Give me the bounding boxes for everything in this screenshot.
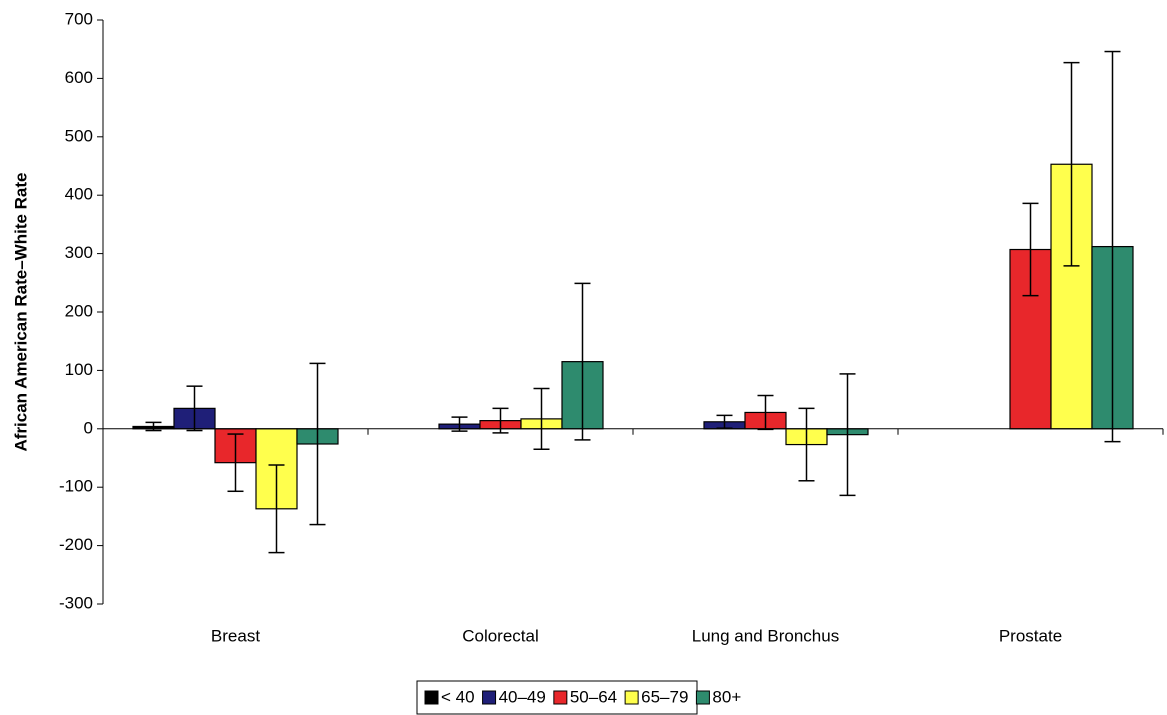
- y-tick-label: 500: [65, 126, 93, 145]
- error-bar: [1022, 202, 1039, 297]
- y-tick-label: -300: [59, 593, 93, 612]
- error-bar: [309, 362, 326, 526]
- y-tick-label: 400: [65, 185, 93, 204]
- y-tick-label: 300: [65, 243, 93, 262]
- legend-swatch: [553, 690, 568, 705]
- legend-swatch: [424, 690, 439, 705]
- error-bar: [757, 394, 774, 431]
- y-tick-label: -200: [59, 535, 93, 554]
- y-tick-label: 600: [65, 68, 93, 87]
- legend-label: 40–49: [499, 687, 546, 706]
- legend-label: 80+: [712, 687, 741, 706]
- x-tick-label: Colorectal: [462, 626, 539, 645]
- error-bar: [533, 387, 550, 450]
- legend-label: 50–64: [570, 687, 617, 706]
- legend-label: < 40: [441, 687, 475, 706]
- y-tick-label: 200: [65, 301, 93, 320]
- y-tick-label: -100: [59, 477, 93, 496]
- error-bar: [839, 373, 856, 497]
- legend-swatch: [624, 690, 639, 705]
- x-tick-label: Lung and Bronchus: [692, 626, 839, 645]
- y-tick-label: 100: [65, 360, 93, 379]
- error-bar: [798, 407, 815, 482]
- error-bar: [1104, 50, 1121, 443]
- x-tick-label: Prostate: [999, 626, 1062, 645]
- legend-label: 65–79: [641, 687, 688, 706]
- error-bar: [186, 385, 203, 432]
- error-bar: [268, 464, 285, 554]
- x-tick-label: Breast: [211, 626, 260, 645]
- legend-swatch: [695, 690, 710, 705]
- error-bar: [227, 433, 244, 493]
- y-tick-label: 0: [84, 418, 93, 437]
- y-axis-title: African American Rate–White Rate: [11, 172, 30, 451]
- error-bar: [716, 414, 733, 429]
- legend-swatch: [482, 690, 497, 705]
- error-bar: [574, 282, 591, 441]
- y-tick-label: 700: [65, 9, 93, 28]
- error-bar: [1063, 61, 1080, 267]
